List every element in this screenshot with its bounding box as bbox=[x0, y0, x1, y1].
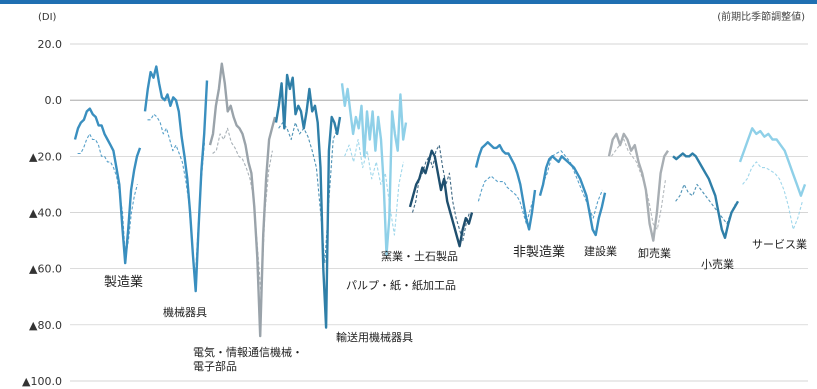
panel-label: 卸売業 bbox=[638, 246, 671, 260]
panel-label: 製造業 bbox=[104, 274, 143, 290]
seasonal-note: (前期比季節調整値) bbox=[717, 10, 805, 23]
series-line-dashed bbox=[147, 113, 206, 284]
panel-11 bbox=[738, 127, 807, 230]
y-tick-label: ▲60.0 bbox=[29, 263, 62, 276]
series-line-solid bbox=[538, 155, 607, 237]
series-line-solid bbox=[143, 65, 209, 293]
panel-6 bbox=[408, 144, 474, 248]
panel-label: パルプ・紙・紙加工品 bbox=[346, 278, 456, 292]
series-line-solid bbox=[672, 152, 740, 240]
top-accent-bar bbox=[0, 0, 817, 4]
y-tick-label: ▲40.0 bbox=[29, 207, 62, 220]
series-line-dashed bbox=[675, 183, 736, 225]
panel-5 bbox=[340, 83, 408, 256]
series-line-solid bbox=[474, 141, 537, 231]
panel-label: 建設業 bbox=[584, 244, 617, 258]
series-line-dashed bbox=[477, 175, 534, 225]
series-line-solid bbox=[340, 83, 408, 256]
series-group bbox=[73, 62, 807, 338]
panel-label: 輸送用機械器具 bbox=[336, 330, 413, 344]
panel-7 bbox=[474, 141, 537, 231]
panel-label: 非製造業 bbox=[513, 244, 565, 260]
y-tick-label: ▲80.0 bbox=[29, 319, 62, 332]
series-line-dashed bbox=[742, 161, 803, 230]
panel-label: サービス業 bbox=[752, 238, 807, 251]
series-line-solid bbox=[607, 132, 670, 242]
series-line-solid bbox=[73, 107, 142, 265]
panel-3 bbox=[208, 62, 277, 338]
series-line-dashed bbox=[411, 144, 471, 242]
series-line-dashed bbox=[77, 133, 138, 258]
panel-4 bbox=[274, 73, 342, 329]
panel-label: 小売業 bbox=[701, 258, 734, 271]
series-line-dashed bbox=[542, 150, 603, 219]
series-line-dashed bbox=[278, 122, 338, 264]
panel-label: 電気・情報通信機械・ bbox=[193, 345, 303, 359]
series-line-solid bbox=[738, 127, 807, 197]
panel-2 bbox=[143, 65, 209, 293]
y-axis-ticks: 20.0 0.0 ▲20.0 ▲40.0 ▲60.0 ▲80.0 ▲100.0 bbox=[22, 38, 62, 388]
panel-label: 窯業・土石製品 bbox=[381, 249, 458, 263]
grid-lines bbox=[70, 43, 808, 382]
y-tick-label: ▲20.0 bbox=[29, 150, 62, 163]
series-line-dashed bbox=[212, 127, 273, 298]
y-tick-label: ▲100.0 bbox=[22, 375, 62, 388]
panel-10 bbox=[672, 152, 740, 240]
series-line-solid bbox=[208, 62, 277, 338]
y-tick-label: 0.0 bbox=[45, 94, 63, 107]
panel-8 bbox=[538, 150, 607, 237]
y-unit-label: (DI) bbox=[38, 12, 57, 23]
series-line-dashed bbox=[610, 138, 667, 230]
panel-label: 電子部品 bbox=[193, 359, 237, 373]
panel-9 bbox=[607, 132, 670, 242]
panel-1 bbox=[73, 107, 142, 265]
series-line-solid bbox=[274, 73, 342, 329]
y-tick-label: 20.0 bbox=[38, 38, 63, 51]
panel-label: 機械器具 bbox=[163, 305, 207, 319]
series-line-solid bbox=[408, 149, 474, 248]
series-line-dashed bbox=[344, 138, 404, 236]
